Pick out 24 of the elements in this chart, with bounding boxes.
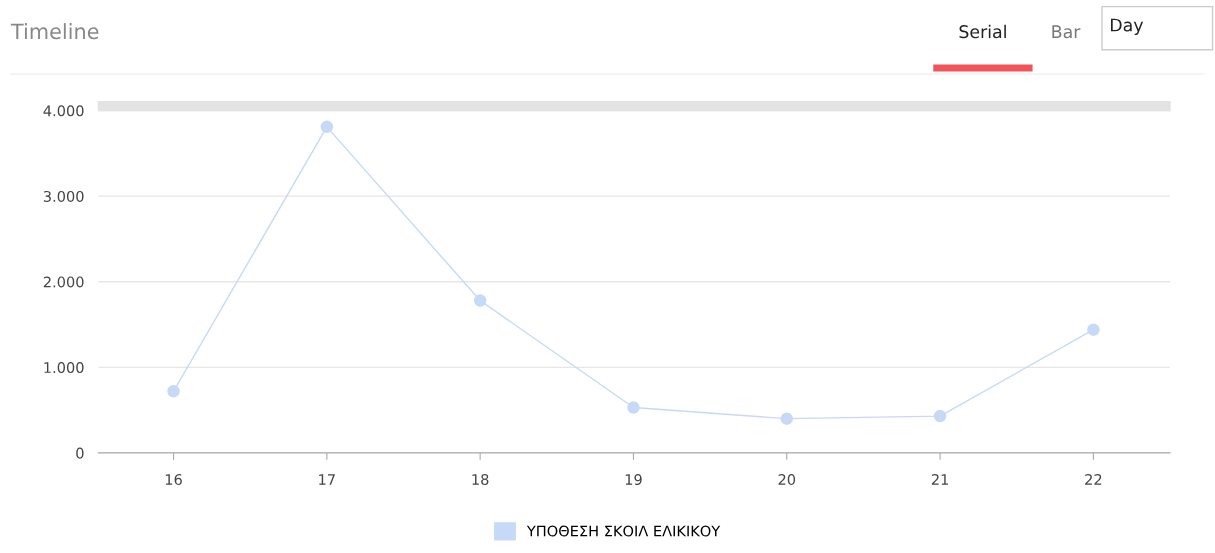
x-tick-label: 22: [1085, 474, 1102, 485]
point: [627, 401, 640, 414]
text: Bar: [1052, 25, 1081, 39]
y-tick-label: 3.000: [43, 190, 84, 202]
text: Serial: [959, 24, 1006, 39]
x-tick-label: 16: [165, 474, 182, 486]
y-tick-label: 1.000: [44, 362, 84, 374]
point: [780, 412, 794, 425]
x-tick-label: 20: [778, 474, 796, 486]
point: [1087, 323, 1100, 336]
y-tick-label: 4.000: [43, 105, 84, 117]
x-tick-label: 21: [931, 474, 949, 485]
y-tick-label: 0: [76, 447, 84, 459]
point: [320, 120, 334, 134]
x-tick-label: 19: [625, 474, 642, 486]
point: [167, 385, 180, 398]
point: [933, 409, 947, 423]
chart-title: Timeline: [10, 23, 99, 40]
point: [473, 294, 487, 307]
legend-label: ΥΠΟΘΕΣΗ ΣΚΟΙΛ ΕΛΙΚΙΚΟΥ: [526, 525, 721, 537]
x-tick-label: 17: [319, 474, 335, 485]
x-tick-label: 18: [472, 474, 489, 486]
y-tick-label: 2.000: [43, 276, 84, 288]
text: Day: [1111, 18, 1144, 35]
